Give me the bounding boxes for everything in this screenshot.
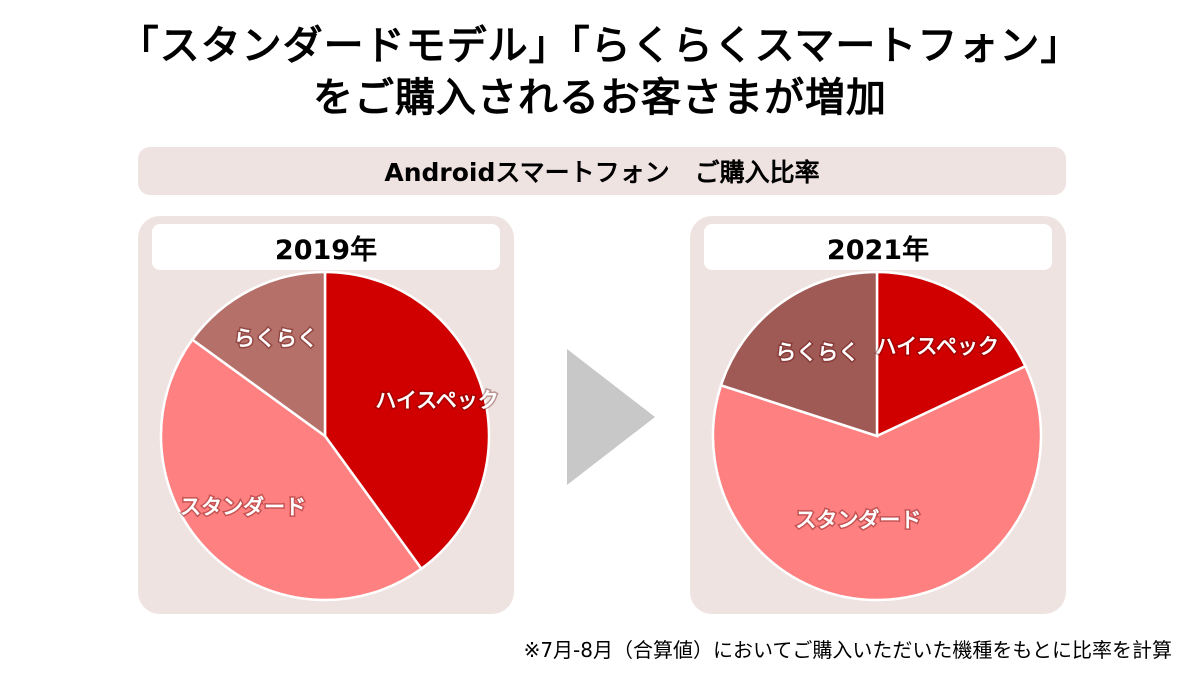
chart-subtitle: Androidスマートフォン ご購入比率 (138, 147, 1066, 195)
pie-slice-highspec (875, 270, 1028, 438)
year-label-2019: 2019年 (152, 224, 500, 270)
pie-panel-2019: 2019年 ハイスペックスタンダード らくらく (138, 216, 514, 614)
year-label-2021: 2021年 (704, 224, 1052, 270)
page-title: 「スタンダードモデル」「らくらくスマートフォン」 をご購入されるお客さまが増加 (0, 20, 1200, 124)
pie-slice-standard (711, 364, 1043, 602)
slice-label-standard: スタンダード (180, 495, 306, 519)
pie-slice-standard (159, 337, 424, 602)
pie-slice-rakuraku (190, 270, 327, 439)
slice-label-highspec: ハイスペック (875, 334, 998, 358)
title-line-1: 「スタンダードモデル」「らくらくスマートフォン」 (118, 23, 1082, 69)
footnote: ※7月-8月（合算値）においてご購入いただいた機種をもとに比率を計算 (523, 638, 1172, 662)
slice-label-highspec: ハイスペック (375, 389, 498, 413)
pie-panel-2021: 2021年 ハイスペックスタンダード らくらく (690, 216, 1066, 614)
slice-label-rakuraku: らくらく (775, 341, 859, 365)
slice-label-standard: スタンダード (795, 508, 921, 532)
pie-slice-highspec (323, 270, 491, 571)
right-arrow-icon (567, 349, 655, 485)
title-line-2: をご購入されるお客さまが増加 (313, 75, 887, 121)
slice-label-rakuraku: らくらく (234, 327, 318, 351)
pie-slice-rakuraku (719, 270, 879, 438)
